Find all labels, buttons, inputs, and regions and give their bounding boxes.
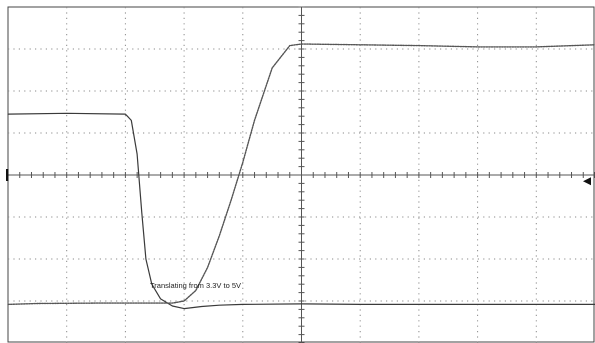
- trace-dotted-2: [7, 43, 595, 306]
- ground-reference-marker: [6, 169, 9, 181]
- graticule-grid: [7, 6, 595, 343]
- annotation-label: Translating from 3.3V to 5V: [150, 281, 241, 290]
- center-axis-ticks: [7, 6, 595, 343]
- trace-layer: [7, 43, 595, 310]
- marker-layer: [6, 169, 591, 186]
- trigger-level-marker: [583, 177, 591, 186]
- trace-solid-1: [7, 112, 595, 310]
